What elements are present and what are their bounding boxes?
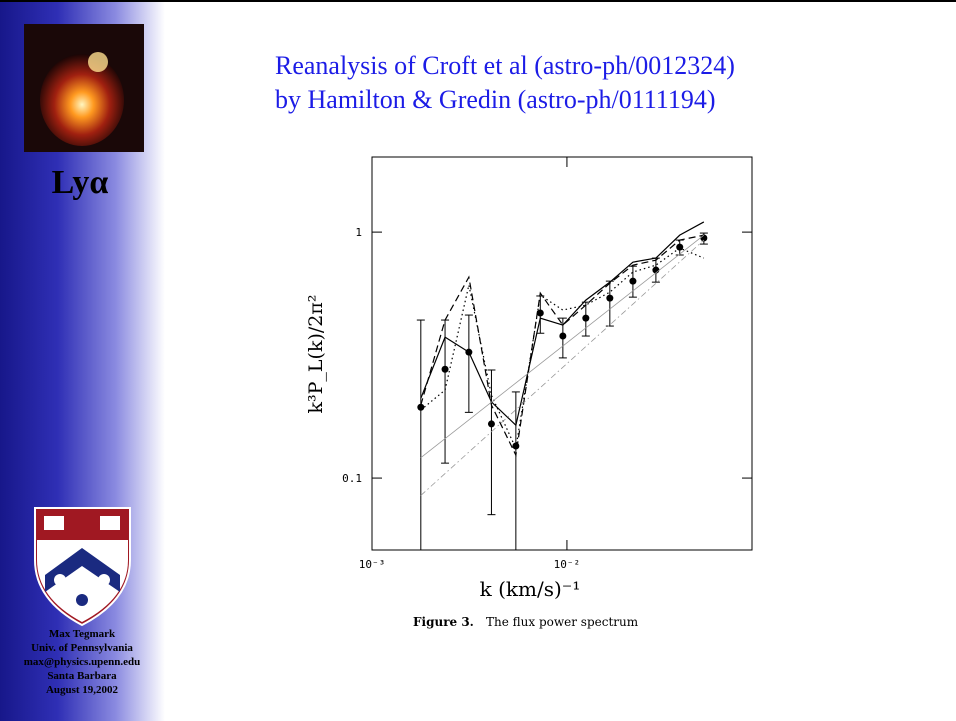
footer-line: max@physics.upenn.edu	[24, 656, 141, 668]
y-tick-label: 0.1	[342, 472, 362, 485]
penn-shield	[34, 507, 131, 627]
footer: Max Tegmark Univ. of Pennsylvania max@ph…	[24, 628, 141, 696]
footer-line: Max Tegmark	[49, 628, 116, 640]
x-tick-label: 10⁻³	[359, 558, 386, 571]
data-point	[606, 294, 614, 302]
y-tick-label: 1	[355, 226, 362, 239]
data-point	[417, 403, 425, 411]
data-point	[629, 277, 637, 285]
title-line: Reanalysis of Croft et al (astro-ph/0012…	[275, 51, 735, 80]
data-point	[441, 365, 449, 373]
data-point	[512, 442, 520, 450]
y-axis-label: k³P_L(k)/2π²	[305, 295, 327, 414]
footer-line: August 19,2002	[46, 684, 119, 696]
data-point	[559, 332, 567, 340]
data-point	[676, 243, 684, 251]
x-tick-label: 10⁻²	[554, 558, 581, 571]
title-line: by Hamilton & Gredin (astro-ph/0111194)	[275, 85, 715, 114]
plot-frame	[371, 156, 753, 551]
model-line	[420, 234, 704, 458]
model-line	[420, 221, 705, 427]
model-line	[420, 234, 705, 459]
footer-line: Santa Barbara	[47, 670, 117, 682]
caption-text: The flux power spectrum	[486, 615, 639, 629]
data-point	[536, 309, 544, 317]
sidebar-label: Lyα	[52, 164, 109, 201]
galaxy-glow	[40, 54, 124, 146]
footer-line: Univ. of Pennsylvania	[31, 642, 133, 654]
x-axis-label: k (km/s)⁻¹	[480, 577, 581, 601]
data-point	[487, 420, 495, 428]
data-point	[582, 314, 590, 322]
caption-label: Figure 3.	[413, 615, 474, 629]
model-line	[420, 239, 705, 496]
galaxy-core	[88, 52, 108, 72]
